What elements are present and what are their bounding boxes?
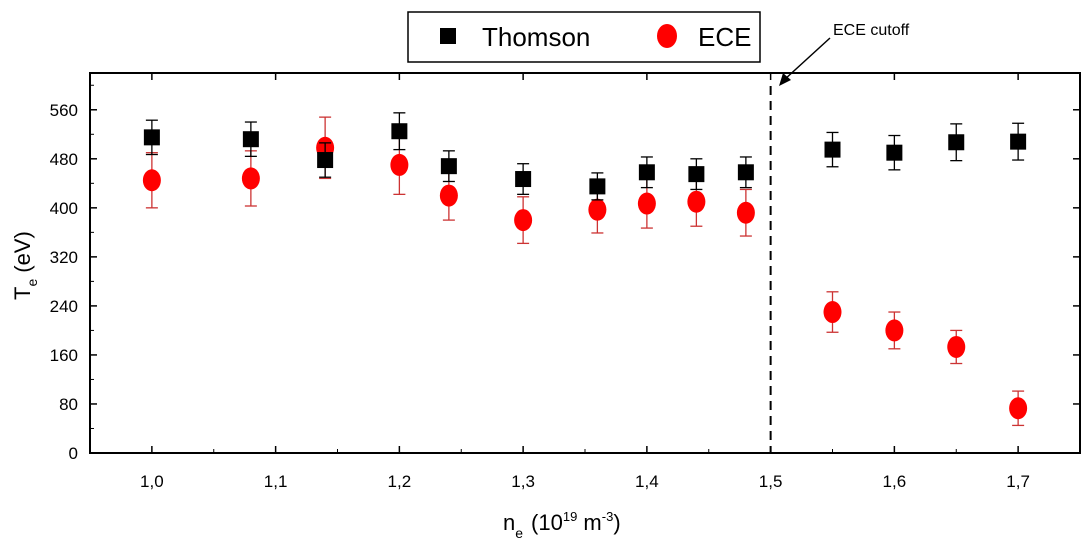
y-tick-label: 480: [50, 150, 78, 169]
x-tick-label: 1,4: [635, 472, 659, 491]
x-axis: 1,0 1,1 1,2 1,3 1,4 1,5 1,6 1,7: [140, 73, 1030, 491]
thomson-point: [515, 171, 532, 188]
thomson-point: [824, 141, 841, 158]
x-tick-label: 1,3: [511, 472, 535, 491]
plot-frame: [89, 72, 1081, 454]
ece-point: [947, 335, 966, 358]
y-tick-label: 80: [59, 395, 78, 414]
ece-point: [514, 209, 533, 232]
ece-cutoff-arrow: [783, 37, 831, 81]
y-tick-label: 240: [50, 297, 78, 316]
ece-point: [588, 198, 607, 221]
ece-point: [241, 167, 260, 190]
thomson-point: [440, 158, 457, 175]
ece-point: [736, 201, 755, 224]
y-tick-label: 400: [50, 199, 78, 218]
legend-thomson-marker: [440, 28, 456, 44]
data-markers: [142, 112, 1028, 427]
thomson-point: [886, 144, 903, 161]
thomson-point: [688, 166, 705, 183]
x-tick-label: 1,2: [388, 472, 412, 491]
ece-point: [885, 319, 904, 342]
ece-point: [823, 301, 842, 324]
y-tick-label: 560: [50, 101, 78, 120]
x-tick-label: 1,7: [1006, 472, 1030, 491]
thomson-point: [638, 164, 655, 181]
ece-point: [390, 153, 409, 176]
thomson-point: [1010, 133, 1027, 150]
y-tick-label: 160: [50, 346, 78, 365]
thomson-point: [948, 134, 965, 151]
thomson-point: [391, 123, 408, 140]
x-axis-title: ne (1019 m-3): [503, 509, 621, 541]
ece-point: [1009, 397, 1028, 420]
thomson-point: [589, 178, 606, 195]
x-tick-label: 1,0: [140, 472, 164, 491]
y-axis: 0 80 160 240 320 400 480 560: [50, 84, 1080, 463]
legend-ece-label: ECE: [698, 22, 751, 52]
thomson-point: [737, 164, 754, 181]
legend-box: [407, 11, 761, 63]
y-axis-title: Te(eV): [10, 231, 40, 300]
thomson-point: [317, 152, 334, 169]
x-tick-label: 1,5: [759, 472, 783, 491]
ece-cutoff-arrowhead: [779, 73, 791, 86]
legend-thomson-label: Thomson: [482, 22, 590, 52]
ece-point: [637, 192, 656, 215]
ece-point: [439, 184, 458, 207]
legend-ece-marker: [657, 24, 677, 48]
thomson-point: [143, 129, 160, 146]
ece-point: [687, 190, 706, 213]
ece-cutoff-label: ECE cutoff: [833, 22, 910, 39]
x-tick-label: 1,1: [264, 472, 288, 491]
thomson-point: [242, 131, 259, 148]
x-tick-label: 1,6: [883, 472, 907, 491]
y-tick-label: 0: [69, 444, 78, 463]
y-tick-label: 320: [50, 248, 78, 267]
ece-point: [142, 169, 161, 192]
